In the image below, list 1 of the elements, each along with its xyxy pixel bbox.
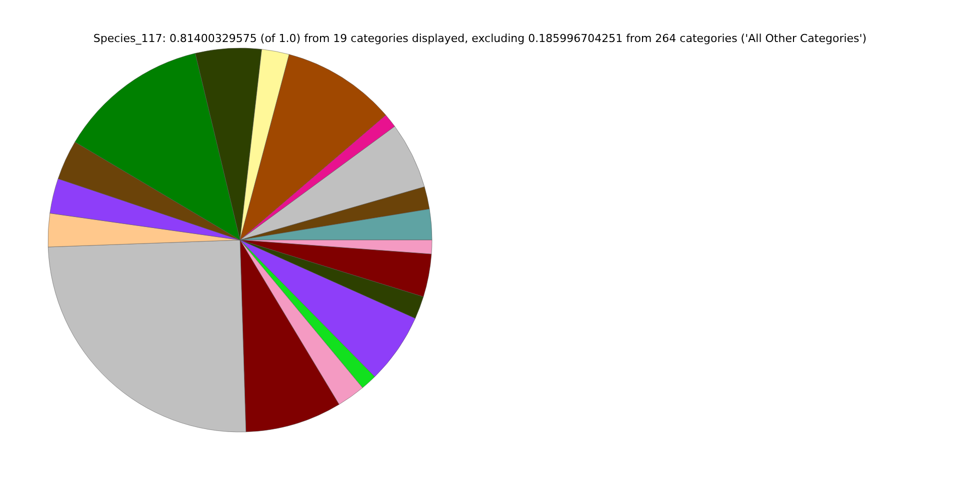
text: Species_117: 0.81400329575 (of 1.0) from 19 categories displayed, excluding 0.185996704251 from 264 categories ('All Other Categories') — [93, 32, 867, 45]
